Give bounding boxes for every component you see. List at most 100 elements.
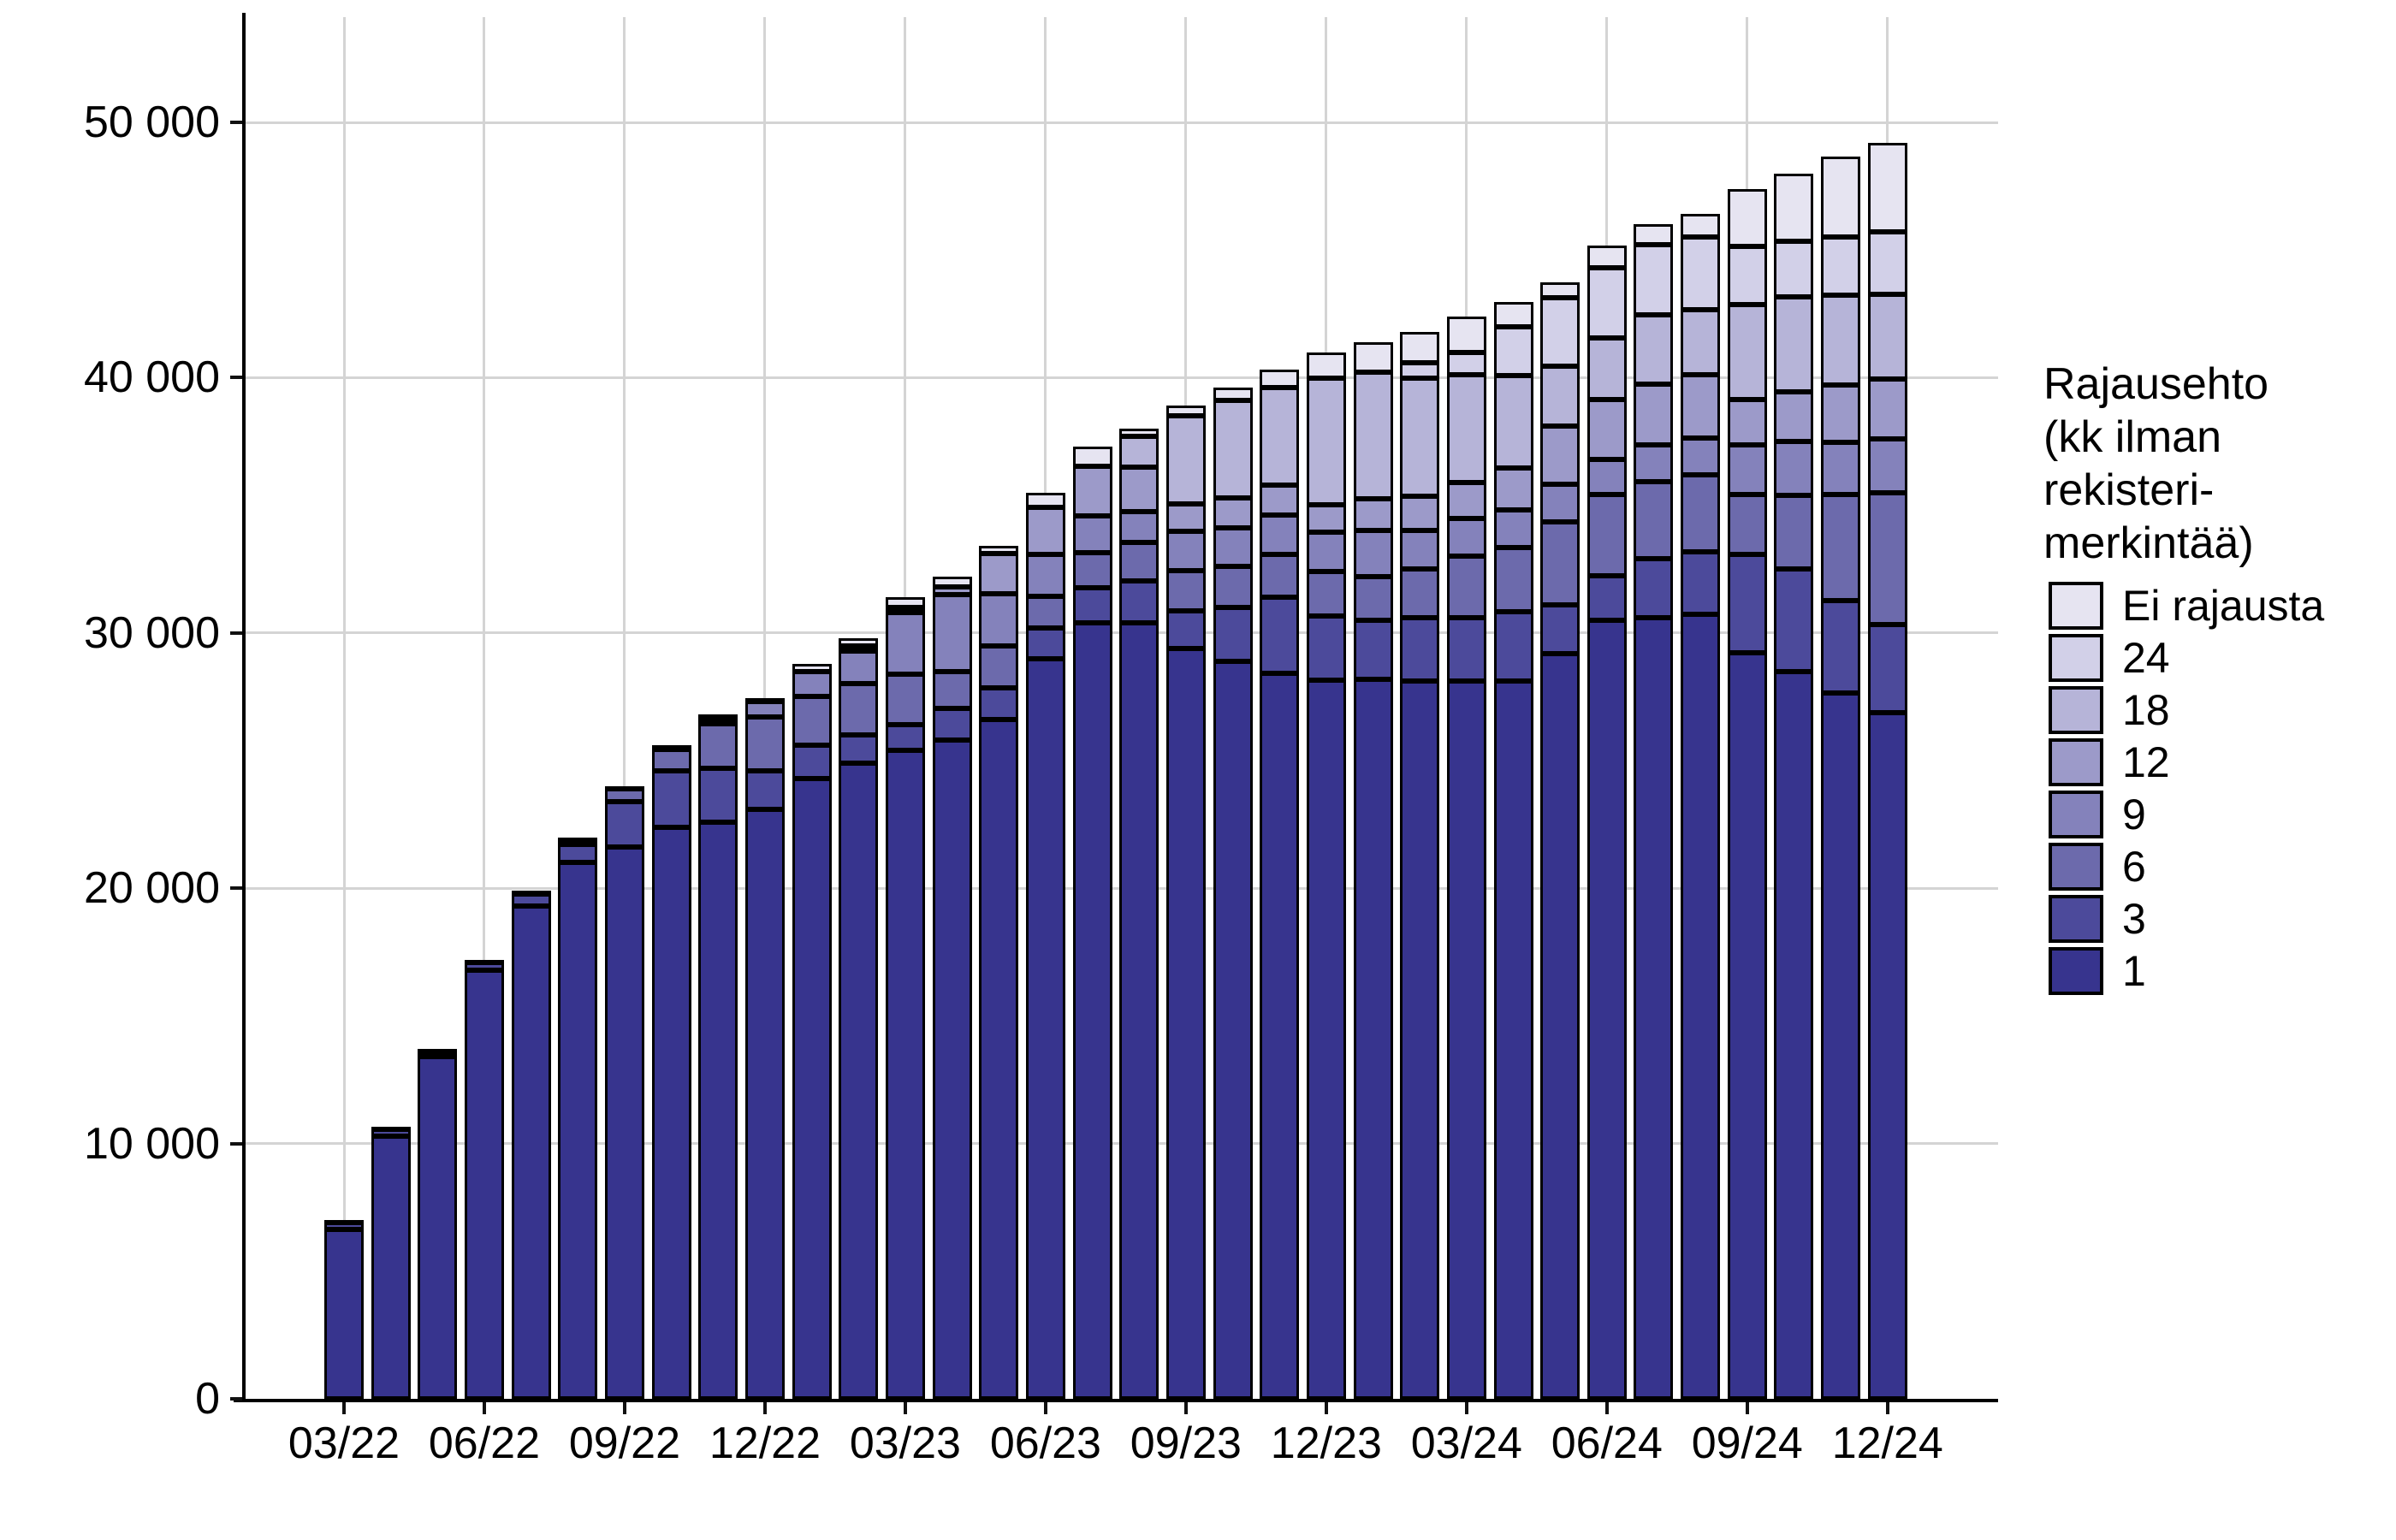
bar-segment-12	[1353, 499, 1393, 531]
legend-title-line: Rajausehto	[2043, 359, 2269, 409]
bar-segment-3	[604, 801, 644, 848]
bar-segment-12	[1540, 426, 1581, 485]
bar-segment-ei-rajausta	[1306, 352, 1346, 379]
bar-segment-ei-rajausta	[932, 577, 972, 588]
bar-segment-12	[885, 607, 925, 613]
bar-segment-12	[1493, 468, 1533, 510]
bar-segment-12	[1400, 496, 1440, 531]
bar-segment-ei-rajausta	[1400, 331, 1440, 363]
bar-segment-9	[1867, 439, 1907, 493]
bar-segment-3	[1400, 617, 1440, 682]
bar-segment-6	[1774, 495, 1814, 570]
bar-segment-1	[698, 821, 738, 1399]
bar-segment-3	[1493, 612, 1533, 682]
bar-segment-24	[1774, 240, 1814, 297]
x-tick-label: 12/23	[1270, 1419, 1382, 1468]
legend-item-label: 9	[2122, 791, 2146, 838]
bar-segment-6	[651, 749, 691, 771]
bar-segment-ei-rajausta	[1213, 388, 1253, 401]
bar-segment-6	[1493, 548, 1533, 613]
legend-item: 3	[2043, 893, 2386, 945]
x-tick-mark	[1043, 1402, 1047, 1414]
bar-segment-3	[1306, 616, 1346, 680]
bar-segment-1	[1493, 681, 1533, 1399]
bar-segment-12	[932, 587, 972, 595]
y-tick-mark	[230, 886, 242, 891]
bar-segment-9	[1260, 514, 1300, 555]
bar-segment-1	[1260, 672, 1300, 1399]
legend-item-label: 6	[2122, 843, 2146, 891]
bar-segment-1	[839, 762, 879, 1399]
bar-segment-ei-rajausta	[1165, 406, 1206, 417]
bar-segment-ei-rajausta	[1446, 316, 1486, 352]
bar-segment-6	[932, 671, 972, 708]
legend-items: Ei rajausta 24 18 12 9 6 3 1	[2043, 580, 2386, 998]
legend-swatch-icon	[2049, 895, 2103, 943]
x-tick-mark	[1183, 1402, 1188, 1414]
x-tick-mark	[762, 1402, 767, 1414]
y-tick-label: 10 000	[83, 1118, 220, 1169]
bar-segment-9	[1727, 444, 1767, 495]
bar-segment-6	[979, 645, 1019, 688]
bar-segment-24	[1634, 245, 1674, 316]
x-tick-mark	[482, 1402, 486, 1414]
legend-item: Ei rajausta	[2043, 580, 2386, 632]
bar-segment-3	[1867, 624, 1907, 714]
bar-segment-12	[1165, 504, 1206, 532]
bar-segment-3	[698, 767, 738, 822]
bar-segment-ei-rajausta	[371, 1127, 411, 1133]
x-tick-label: 03/24	[1410, 1419, 1522, 1468]
legend-item: 18	[2043, 684, 2386, 737]
bar-segment-1	[744, 808, 785, 1399]
bar-segment-18	[1821, 295, 1861, 386]
legend-item: 6	[2043, 841, 2386, 893]
y-tick-mark	[230, 376, 242, 380]
legend-item-label: 12	[2122, 738, 2170, 786]
bar-segment-ei-rajausta	[418, 1049, 458, 1055]
gridline-vertical	[483, 17, 486, 1399]
x-tick-label: 12/22	[709, 1419, 821, 1468]
bar-segment-6	[1867, 492, 1907, 625]
bar-segment-ei-rajausta	[1260, 370, 1300, 388]
bar-segment-ei-rajausta	[1119, 429, 1159, 437]
bar-segment-1	[371, 1135, 411, 1399]
bar-segment-1	[1072, 622, 1112, 1399]
bar-segment-1	[1774, 671, 1814, 1399]
bar-segment-12	[1586, 399, 1627, 459]
bar-segment-12	[1681, 375, 1721, 438]
bar-segment-24	[1681, 237, 1721, 310]
legend-item: 9	[2043, 789, 2386, 841]
bar-segment-ei-rajausta	[511, 891, 551, 897]
bar-segment-3	[1260, 597, 1300, 673]
bar-segment-ei-rajausta	[1634, 224, 1674, 246]
bar-segment-1	[604, 847, 644, 1399]
bar-segment-12	[1774, 392, 1814, 441]
bar-segment-12	[1821, 385, 1861, 442]
legend-item-label: 18	[2122, 686, 2170, 734]
bar-segment-1	[1400, 681, 1440, 1399]
x-tick-mark	[622, 1402, 626, 1414]
legend-item-label: 24	[2122, 634, 2170, 682]
bar-segment-3	[1540, 604, 1581, 654]
bar-segment-12	[1213, 497, 1253, 529]
x-tick-label: 03/22	[288, 1419, 400, 1468]
bar-segment-12	[1634, 383, 1674, 446]
bar-segment-24	[1586, 268, 1627, 339]
x-tick-mark	[1464, 1402, 1468, 1414]
bar-segment-ei-rajausta	[1727, 188, 1767, 247]
bar-segment-3	[1821, 600, 1861, 693]
y-tick-mark	[230, 1141, 242, 1146]
legend-swatch-icon	[2049, 947, 2103, 995]
bar-segment-9	[1493, 509, 1533, 548]
y-tick-label: 0	[195, 1374, 220, 1424]
bar-segment-24	[1540, 298, 1581, 367]
bar-segment-6	[1072, 552, 1112, 588]
gridline-horizontal	[246, 121, 1998, 124]
bar-segment-1	[324, 1229, 364, 1399]
legend-title-line: (kk ilman	[2043, 412, 2222, 462]
bar-segment-24	[1821, 236, 1861, 296]
bar-segment-1	[1446, 681, 1486, 1399]
bar-segment-ei-rajausta	[839, 637, 879, 646]
bar-segment-3	[1213, 607, 1253, 661]
